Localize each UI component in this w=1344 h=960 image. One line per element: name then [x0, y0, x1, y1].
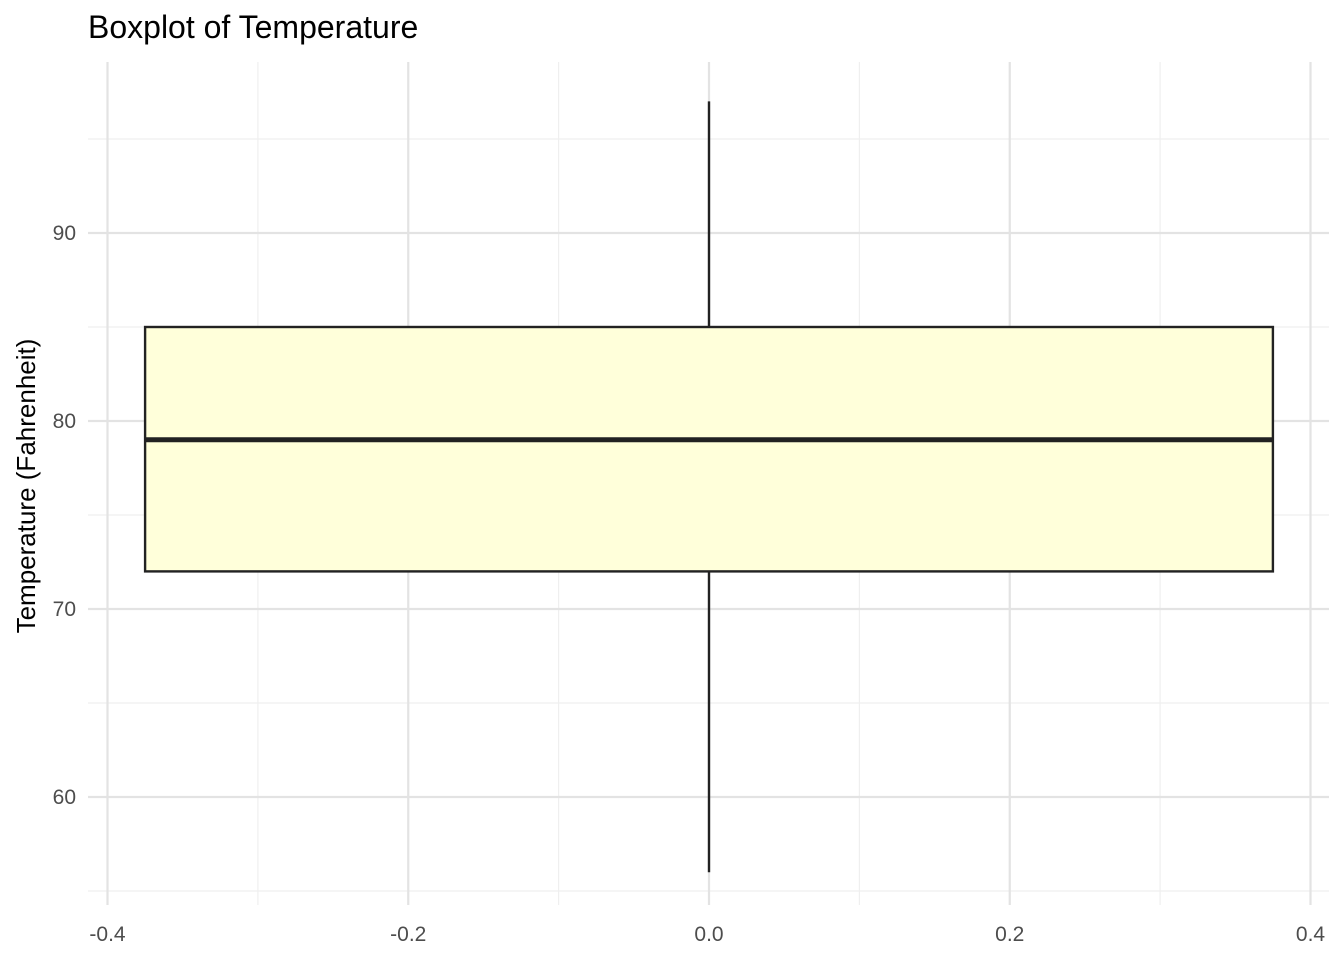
- x-tick-label: -0.2: [390, 923, 426, 946]
- chart-title: Boxplot of Temperature: [88, 9, 418, 45]
- y-tick-label: 60: [53, 786, 76, 809]
- y-axis-ticks: 60 70 80 90: [53, 222, 76, 809]
- x-tick-label: -0.4: [89, 923, 126, 946]
- y-tick-label: 90: [53, 222, 76, 245]
- x-tick-label: 0.0: [694, 923, 723, 946]
- interquartile-box: [143, 325, 1275, 573]
- y-axis-label: Temperature (Fahrenheit): [11, 339, 41, 634]
- boxplot: [143, 101, 1275, 873]
- x-tick-label: 0.4: [1296, 923, 1326, 946]
- y-tick-label: 80: [53, 410, 76, 433]
- x-axis-ticks: -0.4 -0.2 0.0 0.2 0.4: [89, 923, 1325, 946]
- y-tick-label: 70: [53, 598, 76, 621]
- x-tick-label: 0.2: [995, 923, 1024, 946]
